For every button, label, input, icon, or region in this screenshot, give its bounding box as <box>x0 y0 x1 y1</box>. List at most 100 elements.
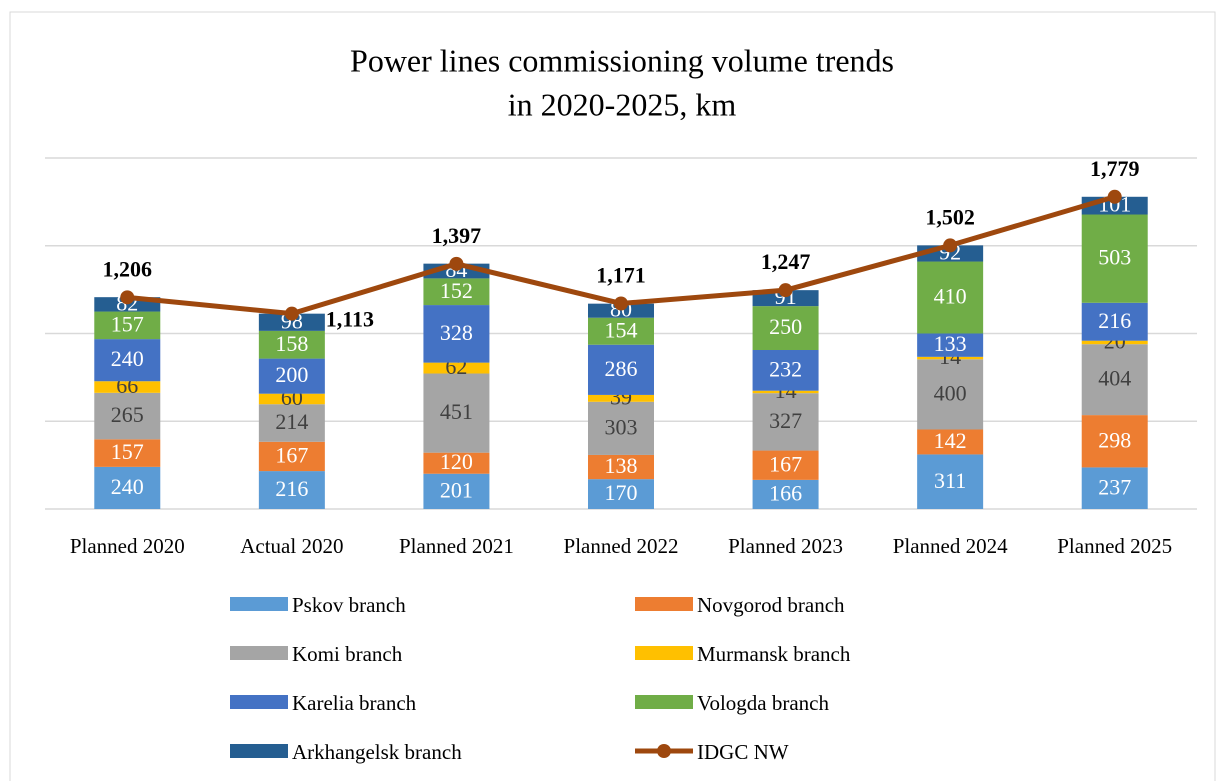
data-label: 133 <box>934 331 967 356</box>
data-label: 240 <box>111 346 144 371</box>
bar-segment <box>752 349 819 391</box>
total-marker <box>778 283 793 298</box>
bar-segment <box>752 479 819 509</box>
bar-segment <box>588 401 654 455</box>
legend-label: Vologda branch <box>697 691 829 715</box>
bar-segment <box>423 278 490 306</box>
bar-segment <box>258 358 325 394</box>
bar-segment <box>588 394 654 402</box>
x-tick-label: Planned 2023 <box>728 534 843 558</box>
total-marker <box>284 306 299 321</box>
data-label: 503 <box>1098 245 1131 270</box>
total-label: 1,397 <box>432 223 482 248</box>
bar-segment <box>258 330 325 359</box>
bar-segment <box>752 450 819 480</box>
data-label: 200 <box>275 362 308 387</box>
bar-segment <box>94 311 161 340</box>
data-label: 201 <box>440 477 473 502</box>
total-marker <box>943 238 958 253</box>
data-label: 303 <box>605 414 638 439</box>
legend-swatch <box>635 597 693 611</box>
data-label: 451 <box>440 399 473 424</box>
legend-label: Komi branch <box>292 642 403 666</box>
bar-segment <box>94 339 161 382</box>
data-label: 327 <box>769 408 802 433</box>
data-label: 410 <box>934 284 967 309</box>
bar-segment <box>1081 344 1148 416</box>
data-label: 265 <box>111 402 144 427</box>
total-label: 1,502 <box>925 204 975 229</box>
chart-title: in 2020-2025, km <box>508 86 737 122</box>
bar-segment <box>917 333 984 357</box>
data-label: 154 <box>605 317 638 342</box>
bar-segment <box>423 305 490 363</box>
bar-segment <box>588 344 654 395</box>
data-label: 120 <box>440 449 473 474</box>
data-label: 400 <box>934 380 967 405</box>
x-tick-label: Actual 2020 <box>240 534 343 558</box>
total-marker <box>120 290 135 305</box>
legend-label: IDGC NW <box>697 740 789 764</box>
legend-swatch <box>230 597 288 611</box>
legend-label: Arkhangelsk branch <box>292 740 462 764</box>
total-marker <box>449 256 464 271</box>
legend-swatch <box>635 646 693 660</box>
total-label: 1,113 <box>326 307 374 332</box>
data-label: 250 <box>769 314 802 339</box>
bar-segment <box>588 317 654 345</box>
data-label: 232 <box>769 356 802 381</box>
bar-segment <box>1081 415 1148 468</box>
total-label: 1,247 <box>761 249 811 274</box>
data-label: 311 <box>934 468 966 493</box>
data-label: 152 <box>440 278 473 303</box>
total-marker <box>1107 189 1122 204</box>
data-label: 138 <box>605 453 638 478</box>
chart-title: Power lines commissioning volume trends <box>350 42 894 78</box>
bar-segment <box>917 429 984 455</box>
bar-segment <box>258 441 325 472</box>
bar-segment <box>588 479 654 509</box>
bar-segment <box>752 290 819 307</box>
legend-swatch <box>635 695 693 709</box>
bar-segment <box>423 373 490 453</box>
data-label: 240 <box>111 474 144 499</box>
legend-label: Murmansk branch <box>697 642 851 666</box>
total-marker <box>614 296 628 311</box>
bar-segment <box>94 439 161 467</box>
bar-segment <box>917 454 984 509</box>
legend-label: Pskov branch <box>292 593 406 617</box>
data-label: 237 <box>1098 474 1131 499</box>
bar-segment <box>258 393 325 405</box>
data-label: 216 <box>275 476 308 501</box>
data-label: 166 <box>769 480 802 505</box>
legend-swatch <box>230 744 288 758</box>
bar-segment <box>917 261 984 334</box>
total-label: 1,171 <box>596 263 646 288</box>
data-label: 170 <box>605 480 638 505</box>
legend-swatch <box>230 695 288 709</box>
bar-segment <box>423 362 490 374</box>
bar-segment <box>258 404 325 442</box>
data-label: 404 <box>1098 366 1131 391</box>
data-label: 157 <box>111 439 144 464</box>
bar-segment <box>94 392 161 440</box>
bar-segment <box>917 359 984 430</box>
data-label: 157 <box>111 311 144 336</box>
data-label: 286 <box>605 356 638 381</box>
bar-segment <box>917 356 984 360</box>
data-label: 167 <box>769 451 802 476</box>
legend-marker <box>657 744 671 758</box>
bar-segment <box>423 473 490 509</box>
bar-segment <box>1081 302 1148 341</box>
legend-label: Novgorod branch <box>697 593 845 617</box>
data-label: 214 <box>275 409 308 434</box>
bar-segment <box>258 471 325 509</box>
bar-segment <box>588 454 654 480</box>
bar-segment <box>752 393 819 451</box>
x-tick-label: Planned 2021 <box>399 534 514 558</box>
bar-segment <box>94 381 161 393</box>
total-label: 1,779 <box>1090 156 1140 181</box>
bar-segment <box>588 303 654 318</box>
